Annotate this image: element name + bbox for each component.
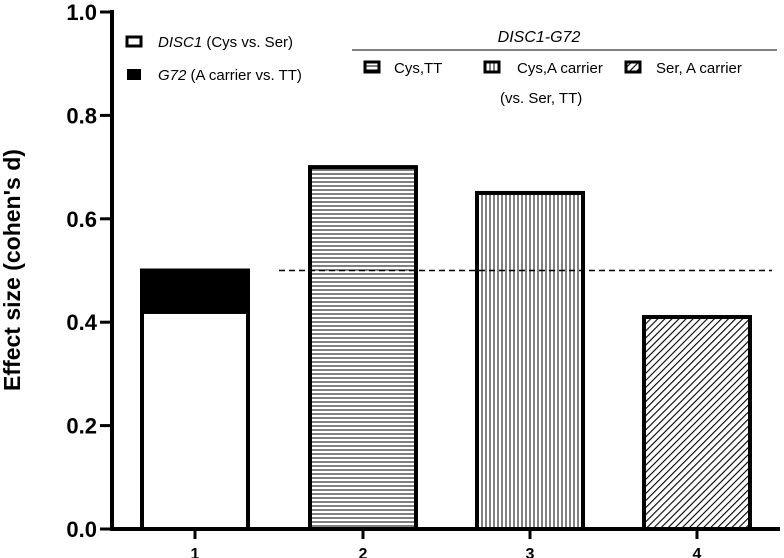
x-tick-label: 2 bbox=[359, 546, 368, 558]
bar-3-series-3 bbox=[475, 190, 585, 531]
legend-label-ser-a-carrier: Ser, A carrier bbox=[656, 60, 742, 77]
legend-swatch-cys-a-carrier bbox=[483, 60, 501, 74]
y-tick-label: 0.2 bbox=[66, 414, 97, 439]
legend-label-vs-ser-tt: (vs. Ser, TT) bbox=[500, 90, 582, 107]
legend-swatch-g72 bbox=[127, 69, 141, 80]
legend-label-cys-a-carrier: Cys,A carrier bbox=[517, 60, 603, 77]
bar-1-series-1 bbox=[140, 268, 250, 314]
legend-entry-ser-a-carrier: Ser, A carrier bbox=[624, 60, 742, 77]
legend-entry-cys-tt: Cys,TT bbox=[363, 60, 442, 77]
legend-swatch-ser-a-carrier bbox=[624, 60, 642, 74]
y-axis-title: Effect size (cohen's d) bbox=[0, 149, 25, 391]
legend-entry-cys-a-carrier: Cys,A carrier (vs. Ser, TT) bbox=[483, 60, 603, 107]
x-tick-label: 3 bbox=[526, 546, 535, 558]
bars bbox=[140, 165, 752, 531]
legend-swatch-disc1 bbox=[125, 35, 143, 48]
x-tick-label: 1 bbox=[191, 546, 200, 558]
legend-label-disc1-italic: DISC1 bbox=[158, 34, 202, 51]
legend-entry-g72: G72 (A carrier vs. TT) bbox=[127, 67, 302, 84]
bar-2-series-2 bbox=[308, 165, 418, 531]
legend-swatch-cys-tt bbox=[363, 60, 381, 74]
y-tick-label: 0.8 bbox=[66, 103, 97, 128]
svg-text:DISC1 (Cys vs. Ser): DISC1 (Cys vs. Ser) bbox=[158, 34, 293, 51]
x-tick-label: 4 bbox=[693, 546, 702, 558]
legend-entry-disc1: DISC1 (Cys vs. Ser) bbox=[125, 34, 293, 51]
y-axis-ticks: 0.0 0.2 0.4 0.6 0.8 1.0 bbox=[66, 0, 112, 542]
y-tick-label: 0.0 bbox=[66, 517, 97, 542]
x-axis-ticks: 1 2 3 4 bbox=[191, 529, 702, 558]
legend-label-g72-rest: (A carrier vs. TT) bbox=[186, 67, 302, 84]
y-tick-label: 1.0 bbox=[66, 0, 97, 25]
bar-4-series-4 bbox=[642, 315, 752, 531]
bar-1-series-0 bbox=[140, 309, 250, 531]
legend-label-g72-italic: G72 bbox=[158, 67, 187, 84]
legend-group-title: DISC1-G72 bbox=[498, 29, 581, 46]
legend-label-disc1-rest: (Cys vs. Ser) bbox=[202, 34, 293, 51]
svg-text:G72 (A carrier vs. TT): G72 (A carrier vs. TT) bbox=[158, 67, 302, 84]
legend: DISC1 (Cys vs. Ser) G72 (A carrier vs. T… bbox=[125, 29, 777, 107]
y-tick-label: 0.6 bbox=[66, 207, 97, 232]
legend-label-cys-tt: Cys,TT bbox=[394, 60, 442, 77]
y-tick-label: 0.4 bbox=[66, 310, 97, 335]
